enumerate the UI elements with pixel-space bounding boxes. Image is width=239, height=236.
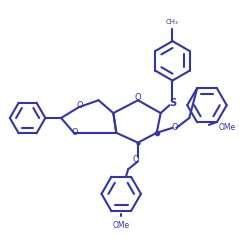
Text: O: O: [72, 128, 78, 137]
Text: S: S: [169, 98, 176, 108]
Text: OMe: OMe: [219, 123, 236, 132]
Text: O: O: [76, 101, 83, 110]
Text: O: O: [171, 123, 178, 132]
Text: CH₃: CH₃: [166, 19, 179, 25]
Text: O: O: [135, 93, 141, 102]
Text: O: O: [133, 155, 139, 164]
Text: OMe: OMe: [113, 220, 130, 229]
